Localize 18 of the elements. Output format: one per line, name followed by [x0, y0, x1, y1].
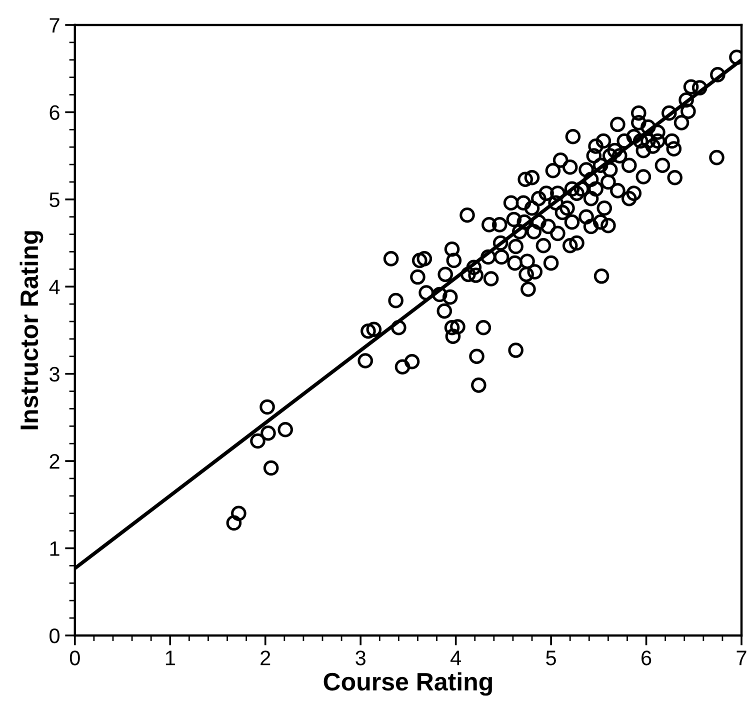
y-tick-label: 3: [50, 366, 60, 382]
y-tick-label: 4: [49, 280, 60, 294]
x-tick-label: 6: [642, 650, 652, 666]
x-tick-label: 5: [546, 650, 556, 666]
x-tick-label: 2: [260, 650, 270, 666]
x-tick-label: 7: [736, 650, 746, 666]
x-tick-label: 1: [166, 650, 175, 666]
y-tick-label: 2: [50, 454, 60, 469]
y-axis-title: Instructor Rating: [20, 231, 44, 430]
y-tick-label: 1: [50, 541, 60, 556]
x-tick-label: 3: [356, 650, 366, 666]
y-tick-label: 7: [50, 18, 60, 33]
x-axis-title: Course Rating: [324, 672, 492, 696]
y-tick-label: 5: [50, 192, 60, 208]
x-tick-label: 0: [70, 650, 80, 666]
y-tick-label: 0: [50, 628, 60, 644]
x-tick-label: 4: [450, 650, 462, 666]
y-tick-label: 6: [50, 105, 60, 120]
